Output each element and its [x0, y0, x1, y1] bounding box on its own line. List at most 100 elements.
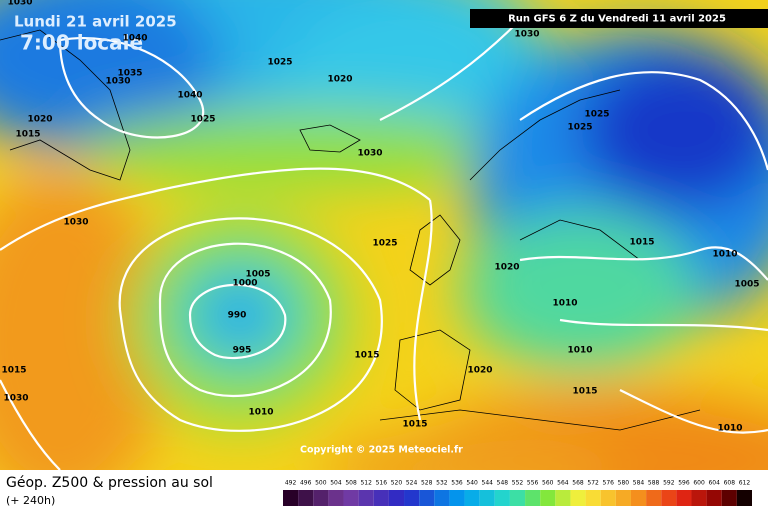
- scale-swatch: [388, 490, 405, 506]
- scale-swatch: [328, 490, 344, 506]
- isobar-label: 1030: [357, 149, 382, 159]
- isobar-label: 1020: [467, 366, 492, 376]
- isobar-label: 1010: [552, 299, 577, 309]
- scale-label: 604: [708, 480, 720, 487]
- scale-label: 496: [300, 480, 312, 487]
- copyright: Copyright © 2025 Meteociel.fr: [300, 445, 463, 456]
- isobar-label: 990: [228, 311, 247, 321]
- isobar-label: 1030: [63, 218, 88, 228]
- scale-swatch: [555, 490, 571, 506]
- isobar-label: 1005: [734, 280, 759, 290]
- lead-time: (+ 240h): [6, 494, 55, 507]
- scale-label: 560: [542, 480, 554, 487]
- scale-swatch: [676, 490, 692, 506]
- scale-label: 520: [391, 480, 403, 487]
- run-info: Run GFS 6 Z du Vendredi 11 avril 2025: [508, 14, 726, 25]
- isobar-label: 1030: [3, 394, 28, 404]
- scale-label: 580: [618, 480, 630, 487]
- scale-swatch: [736, 490, 752, 506]
- scale-swatch: [343, 490, 359, 506]
- scale-label: 556: [527, 480, 539, 487]
- isobar-label: 1015: [354, 351, 379, 361]
- scale-label: 576: [603, 480, 615, 487]
- isobar-label: 1020: [27, 115, 52, 125]
- scale-swatch: [585, 490, 601, 506]
- scale-swatch: [661, 490, 677, 506]
- scale-label: 612: [739, 480, 751, 487]
- isobar-label: 1025: [584, 110, 609, 120]
- isobar-label: 1040: [177, 91, 202, 101]
- scale-label: 548: [497, 480, 509, 487]
- scale-swatch: [313, 490, 329, 506]
- isobar-label: 1010: [248, 408, 273, 418]
- scale-swatch: [721, 490, 737, 506]
- scale-label: 500: [315, 480, 327, 487]
- scale-swatch: [298, 490, 314, 506]
- isobar-label: 1030: [7, 0, 32, 8]
- scale-swatch: [449, 490, 465, 506]
- valid-date: Lundi 21 avril 2025: [14, 13, 177, 31]
- scale-label: 552: [512, 480, 524, 487]
- scale-label: 564: [557, 480, 569, 487]
- isobar-label: 1020: [494, 263, 519, 273]
- scale-swatch: [570, 490, 586, 506]
- isobar-label: 1010: [567, 346, 592, 356]
- scale-label: 516: [376, 480, 388, 487]
- isobar-label: 1025: [267, 58, 292, 68]
- scale-label: 512: [360, 480, 372, 487]
- scale-swatch: [630, 490, 647, 506]
- color-scale: 492 496 500 504 508 512 516 520 524 528 532 536 540 5…: [283, 480, 752, 506]
- scale-swatch: [691, 490, 707, 506]
- scale-swatch: [479, 490, 495, 506]
- scale-swatch: [494, 490, 510, 506]
- scale-label: 532: [436, 480, 448, 487]
- scale-label: 508: [345, 480, 357, 487]
- scale-label: 504: [330, 480, 342, 487]
- scale-swatch: [283, 490, 299, 506]
- scale-label: 524: [406, 480, 418, 487]
- scale-swatch: [373, 490, 389, 506]
- scale-label: 528: [421, 480, 433, 487]
- scale-label: 540: [466, 480, 478, 487]
- isobar-label: 1030: [105, 77, 130, 87]
- scale-label: 536: [451, 480, 463, 487]
- isobar-label: 1020: [327, 75, 352, 85]
- scale-swatch: [540, 490, 556, 506]
- isobar-label: 1025: [190, 115, 215, 125]
- scale-label: 608: [724, 480, 736, 487]
- scale-swatch: [646, 490, 662, 506]
- scale-swatch: [419, 490, 435, 506]
- isobar-label: 1015: [402, 420, 427, 430]
- isobar-label: 1030: [514, 30, 539, 40]
- scale-label: 588: [648, 480, 660, 487]
- scale-label: 568: [572, 480, 584, 487]
- scale-swatch: [509, 490, 526, 506]
- scale-swatch: [404, 490, 420, 506]
- scale-label: 596: [678, 480, 690, 487]
- isobar-label: 1015: [572, 387, 597, 397]
- scale-swatch: [615, 490, 631, 506]
- isobar-label: 1015: [629, 238, 654, 248]
- isobar-label: 1025: [567, 123, 592, 133]
- isobar-label: 995: [233, 346, 252, 356]
- isobar-label: 1000: [232, 279, 257, 289]
- scale-swatch: [434, 490, 450, 506]
- scale-swatch: [358, 490, 374, 506]
- isobar-label: 1015: [1, 366, 26, 376]
- scale-label: 572: [587, 480, 599, 487]
- isobar-labels: 1030103510301040104010251020102010151025…: [1, 0, 759, 434]
- scale-label: 600: [693, 480, 705, 487]
- scale-label: 592: [663, 480, 675, 487]
- scale-swatch: [706, 490, 722, 506]
- isobar-label: 1025: [372, 239, 397, 249]
- isobar-label: 1040: [122, 34, 147, 44]
- scale-label: 584: [633, 480, 645, 487]
- footer-title: Géop. Z500 & pression au sol: [6, 475, 213, 491]
- valid-time: 7:00 locale: [20, 31, 143, 55]
- scale-swatch: [525, 490, 541, 506]
- isobar-label: 1035: [117, 69, 142, 79]
- isobar-label: 1010: [712, 250, 737, 260]
- scale-label: 492: [285, 480, 297, 487]
- scale-label: 544: [482, 480, 494, 487]
